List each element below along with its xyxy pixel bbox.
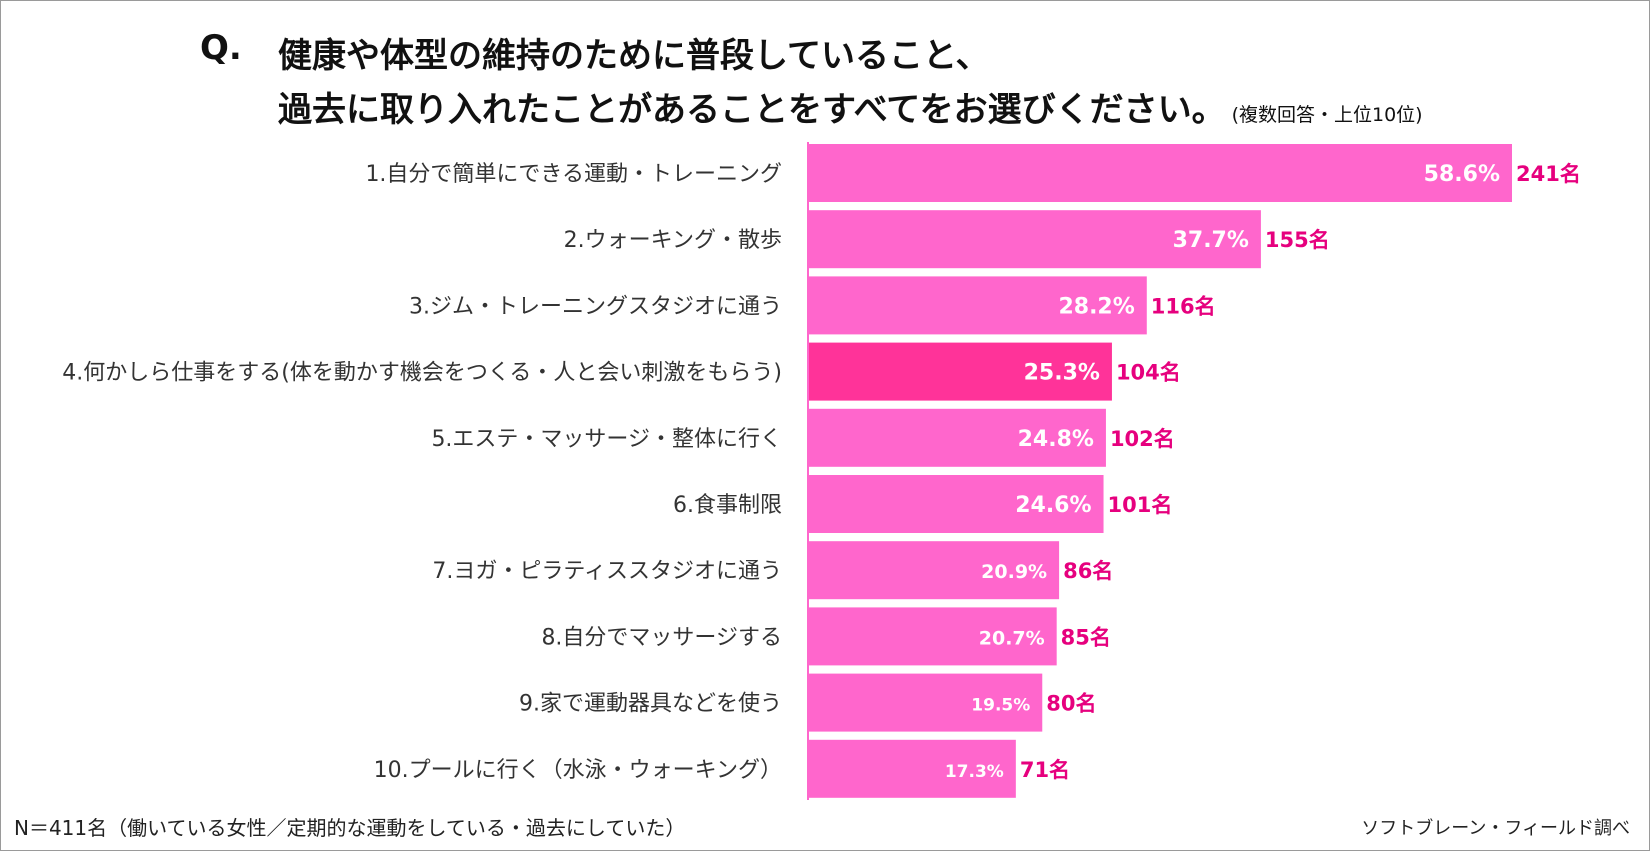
question-line-2: 過去に取り入れたことがあることをすべてをお選びください。 [278, 90, 1226, 130]
question-line-1: 健康や体型の維持のために普段していること、 [278, 36, 990, 76]
value-label: 17.3% [945, 762, 1004, 782]
value-label: 20.7% [979, 627, 1045, 649]
value-label: 20.9% [981, 561, 1047, 583]
count-label: 80名 [1046, 692, 1096, 716]
count-label: 241名 [1516, 162, 1581, 186]
category-label: 6.食事制限 [673, 493, 782, 518]
value-label: 37.7% [1173, 228, 1249, 253]
bar [808, 673, 1043, 732]
bar [808, 276, 1147, 335]
bar [808, 739, 1016, 798]
category-label: 4.何かしら仕事をする(体を動かす機会をつくる・人と会い刺激をもらう) [62, 361, 782, 386]
bar [808, 541, 1060, 600]
bar [808, 210, 1261, 269]
category-label: 8.自分でマッサージする [541, 625, 782, 650]
value-label: 19.5% [971, 696, 1030, 716]
count-label: 101名 [1108, 493, 1173, 517]
category-label: 3.ジム・トレーニングスタジオに通う [409, 294, 782, 319]
value-label: 58.6% [1424, 162, 1500, 187]
count-label: 71名 [1020, 758, 1070, 782]
bar [808, 144, 1512, 202]
question-line-2-wrap: 過去に取り入れたことがあることをすべてをお選びください。 (複数回答・上位10位) [278, 82, 1423, 131]
count-label: 102名 [1110, 427, 1175, 451]
count-label: 155名 [1265, 228, 1330, 252]
bar [808, 475, 1104, 533]
category-label: 9.家で運動器具などを使う [519, 692, 782, 717]
source-note: ソフトブレーン・フィールド調べ [1361, 818, 1630, 839]
bar [808, 607, 1057, 666]
count-label: 85名 [1061, 625, 1111, 649]
sample-note: N＝411名（働いている女性／定期的な運動をしている・過去にしていた） [14, 816, 686, 840]
category-label: 10.プールに行く（水泳・ウォーキング） [374, 758, 782, 783]
count-label: 86名 [1063, 559, 1113, 583]
category-label: 2.ウォーキング・散歩 [564, 228, 782, 253]
count-label: 104名 [1116, 361, 1181, 385]
bar [808, 342, 1112, 401]
value-label: 24.6% [1015, 493, 1091, 518]
value-label: 25.3% [1024, 361, 1100, 386]
question-note: (複数回答・上位10位) [1231, 104, 1423, 126]
question-prefix: Q. [200, 28, 242, 68]
bar-chart: 1.自分で簡単にできる運動・トレーニング 58.6% 241名 2.ウォーキング・散歩… [62, 142, 1581, 800]
bar [808, 408, 1106, 467]
category-label: 1.自分で簡単にできる運動・トレーニング [365, 162, 782, 187]
value-label: 28.2% [1058, 294, 1134, 319]
category-label: 5.エステ・マッサージ・整体に行く [431, 427, 782, 452]
count-label: 116名 [1151, 294, 1216, 318]
category-label: 7.ヨガ・ピラティススタジオに通う [432, 559, 782, 584]
value-label: 24.8% [1018, 427, 1094, 452]
